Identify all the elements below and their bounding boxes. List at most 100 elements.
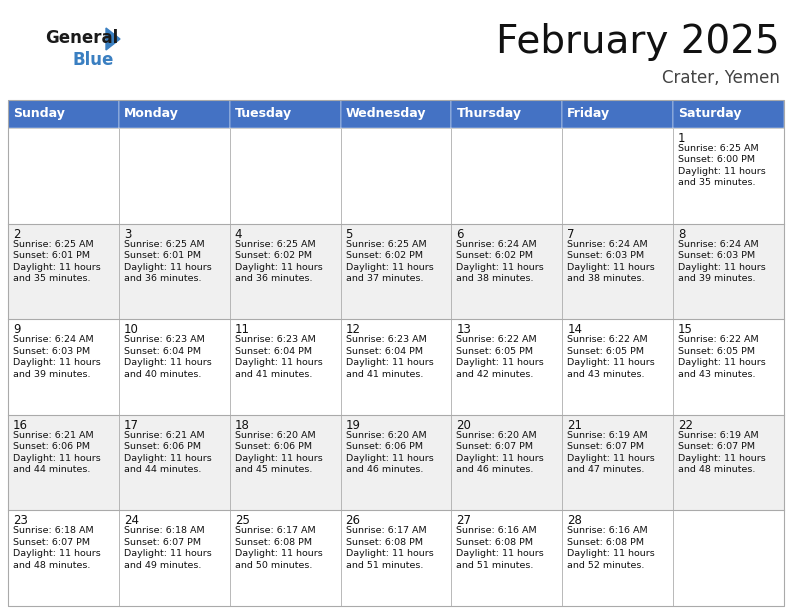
Text: 4: 4 [234,228,242,241]
Text: Sunrise: 6:19 AM
Sunset: 6:07 PM
Daylight: 11 hours
and 47 minutes.: Sunrise: 6:19 AM Sunset: 6:07 PM Dayligh… [567,431,655,474]
Text: Sunrise: 6:22 AM
Sunset: 6:05 PM
Daylight: 11 hours
and 43 minutes.: Sunrise: 6:22 AM Sunset: 6:05 PM Dayligh… [567,335,655,379]
Bar [562,100,673,128]
Bar [673,128,784,223]
Text: 19: 19 [345,419,360,432]
Text: Sunrise: 6:17 AM
Sunset: 6:08 PM
Daylight: 11 hours
and 51 minutes.: Sunrise: 6:17 AM Sunset: 6:08 PM Dayligh… [345,526,433,570]
Bar [230,223,341,319]
Bar [451,100,562,128]
Text: 21: 21 [567,419,582,432]
Bar [451,415,562,510]
Text: Sunrise: 6:18 AM
Sunset: 6:07 PM
Daylight: 11 hours
and 48 minutes.: Sunrise: 6:18 AM Sunset: 6:07 PM Dayligh… [13,526,101,570]
Text: Sunrise: 6:16 AM
Sunset: 6:08 PM
Daylight: 11 hours
and 51 minutes.: Sunrise: 6:16 AM Sunset: 6:08 PM Dayligh… [456,526,544,570]
Text: 15: 15 [678,323,693,336]
Bar [8,510,119,606]
Bar [673,223,784,319]
Text: Sunrise: 6:25 AM
Sunset: 6:00 PM
Daylight: 11 hours
and 35 minutes.: Sunrise: 6:25 AM Sunset: 6:00 PM Dayligh… [678,144,766,187]
Text: 5: 5 [345,228,353,241]
Bar [8,128,119,223]
Text: Sunrise: 6:24 AM
Sunset: 6:03 PM
Daylight: 11 hours
and 38 minutes.: Sunrise: 6:24 AM Sunset: 6:03 PM Dayligh… [567,240,655,283]
Bar [673,319,784,415]
Text: 9: 9 [13,323,21,336]
Text: Sunrise: 6:18 AM
Sunset: 6:07 PM
Daylight: 11 hours
and 49 minutes.: Sunrise: 6:18 AM Sunset: 6:07 PM Dayligh… [124,526,211,570]
Text: 17: 17 [124,419,139,432]
Text: 12: 12 [345,323,360,336]
Bar [341,319,451,415]
Text: 20: 20 [456,419,471,432]
Text: 28: 28 [567,515,582,528]
Bar [341,100,451,128]
Text: Sunrise: 6:17 AM
Sunset: 6:08 PM
Daylight: 11 hours
and 50 minutes.: Sunrise: 6:17 AM Sunset: 6:08 PM Dayligh… [234,526,322,570]
Text: 27: 27 [456,515,471,528]
Text: Friday: Friday [567,108,611,121]
Bar [341,415,451,510]
Text: Sunrise: 6:23 AM
Sunset: 6:04 PM
Daylight: 11 hours
and 41 minutes.: Sunrise: 6:23 AM Sunset: 6:04 PM Dayligh… [345,335,433,379]
Text: Tuesday: Tuesday [234,108,291,121]
Text: Wednesday: Wednesday [345,108,426,121]
Bar [230,100,341,128]
Text: 3: 3 [124,228,131,241]
Bar [562,510,673,606]
Bar [451,510,562,606]
Text: Sunrise: 6:22 AM
Sunset: 6:05 PM
Daylight: 11 hours
and 42 minutes.: Sunrise: 6:22 AM Sunset: 6:05 PM Dayligh… [456,335,544,379]
Bar [119,128,230,223]
Bar [119,510,230,606]
Text: 6: 6 [456,228,464,241]
Text: Sunrise: 6:21 AM
Sunset: 6:06 PM
Daylight: 11 hours
and 44 minutes.: Sunrise: 6:21 AM Sunset: 6:06 PM Dayligh… [124,431,211,474]
Text: 2: 2 [13,228,21,241]
Bar [230,319,341,415]
Bar [451,128,562,223]
Bar [8,415,119,510]
Bar [8,100,119,128]
Text: Sunrise: 6:16 AM
Sunset: 6:08 PM
Daylight: 11 hours
and 52 minutes.: Sunrise: 6:16 AM Sunset: 6:08 PM Dayligh… [567,526,655,570]
Text: Sunday: Sunday [13,108,65,121]
Bar [562,223,673,319]
Text: Sunrise: 6:23 AM
Sunset: 6:04 PM
Daylight: 11 hours
and 40 minutes.: Sunrise: 6:23 AM Sunset: 6:04 PM Dayligh… [124,335,211,379]
Text: Sunrise: 6:24 AM
Sunset: 6:03 PM
Daylight: 11 hours
and 39 minutes.: Sunrise: 6:24 AM Sunset: 6:03 PM Dayligh… [678,240,766,283]
Text: Sunrise: 6:24 AM
Sunset: 6:02 PM
Daylight: 11 hours
and 38 minutes.: Sunrise: 6:24 AM Sunset: 6:02 PM Dayligh… [456,240,544,283]
Bar [230,510,341,606]
Bar [8,100,784,606]
Text: Thursday: Thursday [456,108,521,121]
Bar [341,128,451,223]
Text: 25: 25 [234,515,249,528]
Text: Sunrise: 6:24 AM
Sunset: 6:03 PM
Daylight: 11 hours
and 39 minutes.: Sunrise: 6:24 AM Sunset: 6:03 PM Dayligh… [13,335,101,379]
Bar [451,319,562,415]
Text: Sunrise: 6:25 AM
Sunset: 6:02 PM
Daylight: 11 hours
and 37 minutes.: Sunrise: 6:25 AM Sunset: 6:02 PM Dayligh… [345,240,433,283]
Bar [562,319,673,415]
Text: General: General [45,29,118,47]
Bar [673,100,784,128]
Bar [119,100,230,128]
Text: Sunrise: 6:25 AM
Sunset: 6:01 PM
Daylight: 11 hours
and 35 minutes.: Sunrise: 6:25 AM Sunset: 6:01 PM Dayligh… [13,240,101,283]
Text: Crater, Yemen: Crater, Yemen [662,69,780,87]
Text: Saturday: Saturday [678,108,741,121]
Bar [673,415,784,510]
Text: 8: 8 [678,228,686,241]
Bar [119,319,230,415]
Bar [341,223,451,319]
Bar [230,415,341,510]
Text: Sunrise: 6:22 AM
Sunset: 6:05 PM
Daylight: 11 hours
and 43 minutes.: Sunrise: 6:22 AM Sunset: 6:05 PM Dayligh… [678,335,766,379]
Text: 11: 11 [234,323,249,336]
Text: 18: 18 [234,419,249,432]
Text: Sunrise: 6:20 AM
Sunset: 6:07 PM
Daylight: 11 hours
and 46 minutes.: Sunrise: 6:20 AM Sunset: 6:07 PM Dayligh… [456,431,544,474]
Bar [119,415,230,510]
Text: 26: 26 [345,515,360,528]
Text: Monday: Monday [124,108,179,121]
Text: February 2025: February 2025 [497,23,780,61]
Text: 14: 14 [567,323,582,336]
Text: Sunrise: 6:20 AM
Sunset: 6:06 PM
Daylight: 11 hours
and 46 minutes.: Sunrise: 6:20 AM Sunset: 6:06 PM Dayligh… [345,431,433,474]
Text: Sunrise: 6:19 AM
Sunset: 6:07 PM
Daylight: 11 hours
and 48 minutes.: Sunrise: 6:19 AM Sunset: 6:07 PM Dayligh… [678,431,766,474]
Polygon shape [106,28,120,50]
Text: 13: 13 [456,323,471,336]
Bar [230,128,341,223]
Bar [562,415,673,510]
Text: 10: 10 [124,323,139,336]
Bar [451,223,562,319]
Bar [562,128,673,223]
Text: 24: 24 [124,515,139,528]
Text: Sunrise: 6:25 AM
Sunset: 6:02 PM
Daylight: 11 hours
and 36 minutes.: Sunrise: 6:25 AM Sunset: 6:02 PM Dayligh… [234,240,322,283]
Text: 16: 16 [13,419,28,432]
Text: Sunrise: 6:23 AM
Sunset: 6:04 PM
Daylight: 11 hours
and 41 minutes.: Sunrise: 6:23 AM Sunset: 6:04 PM Dayligh… [234,335,322,379]
Text: Sunrise: 6:21 AM
Sunset: 6:06 PM
Daylight: 11 hours
and 44 minutes.: Sunrise: 6:21 AM Sunset: 6:06 PM Dayligh… [13,431,101,474]
Text: 23: 23 [13,515,28,528]
